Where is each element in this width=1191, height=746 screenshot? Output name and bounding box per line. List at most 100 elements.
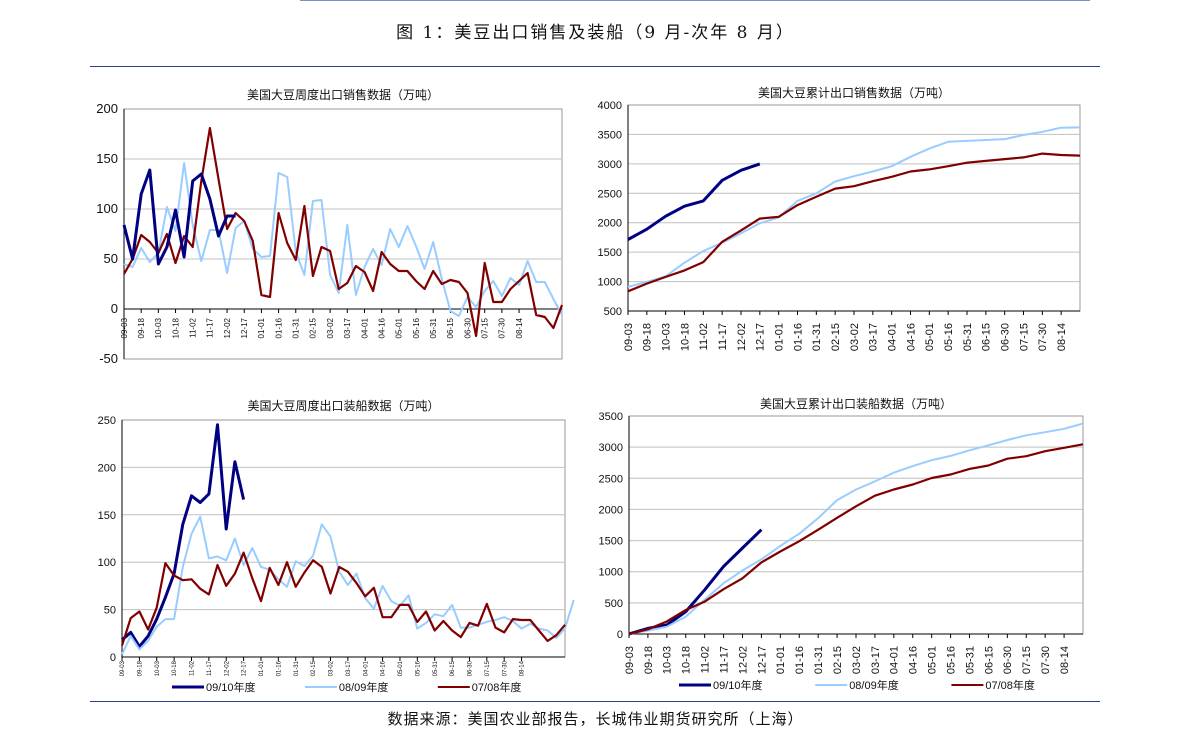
x-tick-label: 09-03 (120, 317, 129, 338)
y-tick-label: 100 (98, 557, 116, 569)
x-tick-label: 01-16 (794, 646, 806, 674)
y-tick-label: 50 (104, 251, 118, 266)
x-tick-label: 05-31 (433, 660, 439, 676)
x-tick-label: 02-15 (832, 646, 844, 674)
x-tick-label: 04-16 (905, 323, 917, 351)
x-tick-label: 07-15 (481, 317, 490, 338)
x-tick-label: 05-01 (924, 323, 936, 351)
x-tick-label: 05-31 (964, 646, 976, 674)
x-tick-label: 04-16 (381, 660, 387, 676)
y-tick-label: 3500 (599, 411, 623, 423)
y-tick-label: 1500 (599, 536, 623, 548)
y-tick-label: 3000 (598, 159, 622, 171)
x-tick-label: 12-17 (242, 660, 248, 676)
x-tick-label: 03-02 (851, 646, 863, 674)
y-tick-label: 2500 (598, 188, 622, 200)
plot-area (627, 104, 1081, 312)
x-tick-label: 06-30 (1002, 646, 1014, 674)
chart-3: 美国大豆周度出口装船数据（万吨） 0 50 100 150 200 250 09-03 09-1… (98, 398, 575, 694)
x-tick-label: 01-16 (274, 317, 283, 338)
y-tick-label: 3500 (598, 129, 622, 141)
x-tick-label: 10-18 (679, 323, 691, 351)
y-tick-label: -50 (99, 351, 118, 366)
x-tick-label: 03-17 (346, 660, 352, 676)
x-tick-label: 05-16 (945, 646, 957, 674)
x-tick-label: 03-17 (868, 323, 880, 351)
x-tick-label: 06-30 (463, 317, 472, 338)
y-tick-label: 50 (104, 605, 116, 617)
x-tick-label: 11-17 (206, 317, 215, 337)
y-tick-label: 2500 (599, 473, 623, 485)
x-tick-label: 10-18 (172, 660, 178, 676)
x-tick-label: 09-03 (623, 323, 635, 351)
y-tick-label: 250 (98, 415, 116, 427)
x-tick-label: 01-16 (792, 323, 804, 351)
x-tick-label: 09-18 (137, 317, 146, 338)
x-tick-label: 05-01 (398, 660, 404, 676)
x-tick-label: 07-30 (1040, 646, 1052, 674)
x-tick-label: 08-14 (1059, 646, 1071, 674)
footer-rule (90, 701, 1100, 702)
x-tick-label: 01-16 (276, 660, 282, 676)
x-tick-label: 12-17 (240, 317, 249, 338)
x-tick-label: 07-30 (498, 317, 507, 338)
x-tick-label: 04-01 (889, 646, 901, 674)
series-line-s0708 (628, 443, 1084, 636)
series-line-s0910 (122, 168, 236, 266)
x-tick-label: 04-01 (363, 660, 369, 676)
y-tick-label: 1000 (598, 277, 622, 289)
legend-label: 07/08年度 (985, 678, 1035, 692)
chart-4: 美国大豆累计出口装船数据（万吨） 0 500 1000 1500 2000 2500 3000… (599, 396, 1084, 692)
x-tick-label: 02-15 (311, 660, 317, 676)
x-tick-label: 01-31 (813, 646, 825, 674)
y-tick-label: 200 (98, 462, 116, 474)
plot-area (121, 419, 566, 658)
series-line-s0910 (121, 423, 246, 649)
x-tick-label: 06-30 (1000, 323, 1012, 351)
y-tick-label: 100 (96, 201, 118, 216)
x-tick-label: 04-16 (377, 317, 386, 338)
series-line-s0708 (627, 152, 1081, 293)
series-line-s0910 (627, 162, 761, 241)
x-tick-label: 05-31 (962, 323, 974, 351)
x-tick-label: 10-03 (662, 646, 674, 674)
x-tick-label: 07-15 (485, 660, 491, 676)
x-tick-label: 06-30 (468, 660, 474, 676)
plot-area (628, 415, 1084, 635)
x-tick-label: 05-31 (429, 317, 438, 338)
x-tick-label: 01-01 (775, 646, 787, 674)
y-tick-label: 150 (96, 151, 118, 166)
x-tick-label: 12-02 (223, 317, 232, 338)
y-tick-label: 2000 (599, 504, 623, 516)
legend-label: 07/08年度 (472, 680, 522, 694)
x-tick-label: 02-15 (830, 323, 842, 351)
x-tick-label: 09-18 (137, 660, 143, 676)
y-tick-label: 500 (605, 598, 623, 610)
y-tick-label: 0 (110, 652, 116, 664)
x-tick-label: 04-01 (887, 323, 899, 351)
x-tick-label: 12-02 (737, 646, 749, 674)
x-tick-label: 10-18 (681, 646, 693, 674)
x-tick-label: 08-14 (515, 317, 524, 338)
x-tick-label: 09-18 (643, 646, 655, 674)
x-tick-label: 05-16 (415, 660, 421, 676)
x-tick-label: 12-02 (224, 660, 230, 676)
legend-label: 08/09年度 (849, 678, 899, 692)
x-tick-label: 11-02 (189, 317, 198, 337)
x-tick-label: 01-01 (774, 323, 786, 351)
x-tick-label: 08-14 (1056, 323, 1068, 351)
y-tick-label: 2000 (598, 218, 622, 230)
chart-title: 美国大豆周度出口装船数据（万吨） (247, 398, 439, 413)
y-tick-label: 4000 (598, 100, 622, 112)
x-tick-label: 04-01 (360, 317, 369, 338)
x-tick-label: 09-03 (624, 646, 636, 674)
x-tick-label: 10-03 (155, 660, 161, 676)
plot-area (123, 108, 563, 360)
x-tick-label: 06-15 (981, 323, 993, 351)
x-tick-label: 03-02 (326, 317, 335, 338)
x-tick-label: 11-17 (207, 660, 213, 676)
x-tick-label: 07-15 (1021, 646, 1033, 674)
x-tick-label: 12-02 (736, 323, 748, 351)
series-line-s0809 (121, 515, 575, 655)
x-tick-label: 01-01 (259, 660, 265, 676)
